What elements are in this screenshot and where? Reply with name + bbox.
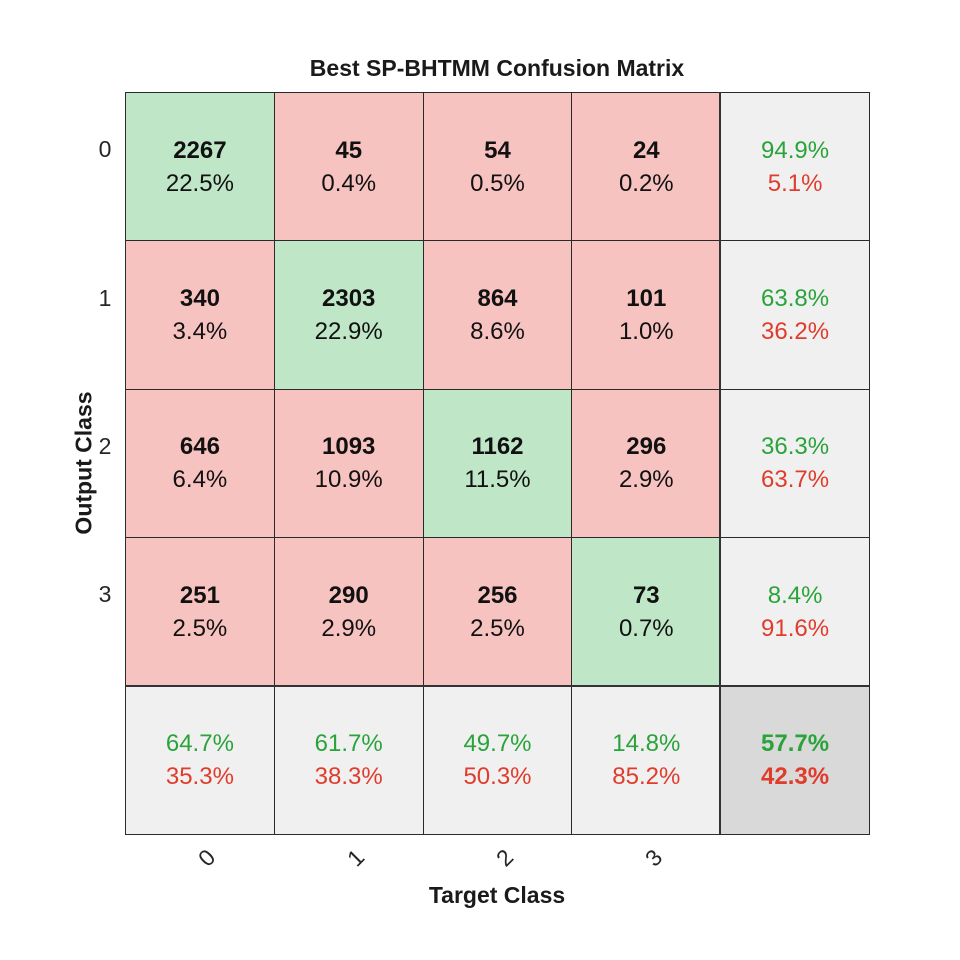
off-diagonal-cell: 864 8.6% (422, 240, 573, 390)
cell-percent: 0.4% (321, 169, 377, 197)
cell-percent: 3.4% (172, 318, 228, 346)
cell-percent: 0.5% (470, 169, 525, 197)
x-axis-label: Target Class (428, 882, 566, 908)
row-incorrect-percent: 63.7% (761, 466, 830, 494)
cell-count: 73 (632, 581, 660, 609)
x-tick-label: 3 (639, 843, 668, 872)
row-summary-cell: 36.3% 63.7% (720, 388, 870, 539)
off-diagonal-cell: 54 0.5% (422, 92, 573, 242)
column-summary-cell: 49.7% 50.3% (422, 685, 573, 835)
row-summary-cell: 94.9% 5.1% (720, 92, 870, 242)
cell-count: 646 (179, 433, 220, 461)
cell-count: 340 (179, 285, 220, 313)
cell-count: 101 (626, 285, 667, 313)
cell-count: 45 (335, 136, 363, 164)
column-incorrect-percent: 35.3% (165, 763, 234, 791)
column-correct-percent: 49.7% (463, 730, 532, 758)
diagonal-cell: 2303 22.9% (273, 240, 424, 390)
row-summary-cell: 8.4% 91.6% (720, 537, 870, 687)
diagonal-cell: 2267 22.5% (125, 92, 275, 242)
x-tick-label: 0 (193, 843, 221, 872)
x-tick-label: 2 (490, 843, 519, 872)
chart-title: Best SP-BHTMM Confusion Matrix (309, 55, 685, 81)
overall-accuracy-cell: 57.7% 42.3% (720, 685, 870, 835)
row-incorrect-percent: 36.2% (761, 318, 830, 346)
off-diagonal-cell: 340 3.4% (125, 240, 275, 390)
column-summary-cell: 64.7% 35.3% (125, 685, 275, 835)
cell-count: 256 (477, 581, 518, 609)
cell-count: 251 (179, 581, 220, 609)
column-incorrect-percent: 85.2% (612, 763, 681, 791)
off-diagonal-cell: 646 6.4% (125, 388, 275, 539)
column-summary-cell: 61.7% 38.3% (273, 685, 424, 835)
y-axis-label: Output Class (70, 391, 97, 535)
cell-percent: 2.5% (470, 614, 525, 642)
off-diagonal-cell: 1093 10.9% (273, 388, 424, 539)
cell-percent: 22.9% (314, 318, 383, 346)
row-correct-percent: 63.8% (761, 285, 830, 313)
row-correct-percent: 8.4% (767, 581, 823, 609)
cell-percent: 6.4% (172, 466, 228, 494)
row-incorrect-percent: 5.1% (767, 169, 823, 197)
cell-count: 24 (632, 136, 660, 164)
cell-count: 1093 (322, 433, 376, 461)
off-diagonal-cell: 296 2.9% (571, 388, 722, 539)
row-incorrect-percent: 91.6% (761, 614, 830, 642)
diagonal-cell: 73 0.7% (571, 537, 722, 687)
cell-percent: 1.0% (618, 318, 674, 346)
summary-divider-horizontal (125, 685, 869, 687)
column-correct-percent: 61.7% (314, 730, 383, 758)
cell-count: 864 (477, 285, 518, 313)
y-tick-label: 1 (98, 284, 112, 311)
cell-count: 296 (626, 433, 667, 461)
column-summary-cell: 14.8% 85.2% (571, 685, 722, 835)
off-diagonal-cell: 24 0.2% (571, 92, 722, 242)
cell-count: 1162 (471, 433, 524, 461)
cell-percent: 8.6% (470, 318, 525, 346)
column-incorrect-percent: 50.3% (463, 763, 532, 791)
cell-percent: 2.9% (321, 614, 377, 642)
row-summary-cell: 63.8% 36.2% (720, 240, 870, 390)
y-tick-label: 3 (98, 581, 112, 608)
row-correct-percent: 94.9% (761, 136, 830, 164)
cell-count: 2303 (322, 285, 376, 313)
column-correct-percent: 64.7% (165, 730, 234, 758)
off-diagonal-cell: 45 0.4% (273, 92, 424, 242)
cell-count: 2267 (173, 136, 227, 164)
summary-divider-vertical (719, 92, 721, 834)
overall-correct-percent: 57.7% (761, 730, 830, 758)
column-correct-percent: 14.8% (612, 730, 681, 758)
off-diagonal-cell: 256 2.5% (422, 537, 573, 687)
overall-incorrect-percent: 42.3% (761, 763, 830, 791)
cell-percent: 0.2% (618, 169, 674, 197)
x-tick-label: 1 (342, 843, 370, 872)
row-correct-percent: 36.3% (761, 433, 830, 461)
cell-percent: 2.5% (172, 614, 228, 642)
cell-count: 290 (328, 581, 369, 609)
cell-percent: 0.7% (618, 614, 674, 642)
cell-percent: 10.9% (314, 466, 383, 494)
cell-percent: 11.5% (464, 466, 531, 494)
cell-count: 54 (484, 136, 511, 164)
off-diagonal-cell: 290 2.9% (273, 537, 424, 687)
diagonal-cell: 1162 11.5% (422, 388, 573, 539)
cell-percent: 2.9% (618, 466, 674, 494)
y-tick-label: 2 (98, 433, 112, 459)
off-diagonal-cell: 101 1.0% (571, 240, 722, 390)
off-diagonal-cell: 251 2.5% (125, 537, 275, 687)
cell-percent: 22.5% (165, 169, 234, 197)
y-tick-label: 0 (98, 136, 112, 163)
column-incorrect-percent: 38.3% (314, 763, 383, 791)
